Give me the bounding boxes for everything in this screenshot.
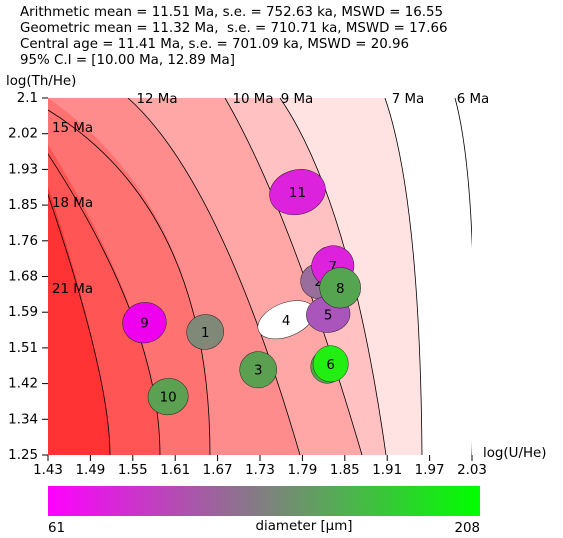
x-tick-label: 1.55 — [118, 463, 148, 478]
y-axis: 1.25 1.34 1.42 1.51 1.59 1.68 1.76 1.85 1.93 2.02… — [8, 91, 48, 463]
y-tick-label: 1.51 — [8, 341, 38, 356]
grain-label: 10 — [160, 391, 177, 406]
x-tick-label: 1.43 — [33, 463, 63, 478]
stats-line-arithmetic: Arithmetic mean = 11.51 Ma, s.e. = 752.6… — [20, 5, 444, 20]
y-tick-label: 1.25 — [8, 448, 38, 463]
colorbar — [48, 486, 480, 516]
x-tick-label: 1.49 — [75, 463, 105, 478]
isochron-bands — [48, 98, 472, 455]
y-tick-label: 1.68 — [8, 270, 38, 285]
grain-label: 8 — [336, 282, 345, 297]
isochron-lines — [48, 98, 472, 455]
grain-label: 9 — [140, 317, 149, 332]
isochron-band-21-ma — [48, 98, 110, 455]
grain-ellipse — [312, 345, 349, 383]
grain-ellipses: 12345667891011 — [122, 169, 361, 416]
grain-ellipse-shape — [147, 378, 189, 416]
colorbar-min-label: 61 — [48, 521, 65, 536]
isochron-label: 21 Ma — [52, 282, 93, 297]
isochron-label: 18 Ma — [52, 196, 93, 211]
x-tick-label: 1.67 — [203, 463, 233, 478]
y-tick-label: 1.42 — [8, 377, 38, 392]
isochron-label: 15 Ma — [52, 121, 93, 136]
stats-line-ci: 95% C.I = [10.00 Ma, 12.89 Ma] — [20, 53, 235, 68]
isochron-line-12-ma — [127, 98, 301, 455]
isochron-line-21-ma — [48, 193, 111, 455]
isochron-line-18-ma — [48, 153, 161, 455]
colorbar-label: diameter [μm] — [256, 519, 353, 534]
x-axis-label: log(U/He) — [483, 446, 546, 461]
x-tick-label: 1.91 — [372, 463, 402, 478]
isochron-label: 10 Ma — [232, 92, 273, 107]
grain-label: 3 — [254, 364, 263, 379]
grain-label: 4 — [282, 314, 291, 329]
isochron-line-7-ma — [384, 98, 423, 455]
grain-ellipse — [239, 351, 277, 389]
stats-line-central: Central age = 11.41 Ma, s.e. = 701.09 ka… — [20, 37, 410, 52]
y-tick-label: 1.34 — [8, 412, 38, 427]
x-tick-label: 1.97 — [415, 463, 445, 478]
y-axis-label: log(Th/He) — [6, 74, 76, 89]
isochron-line-6-ma — [454, 98, 472, 455]
grain-ellipse — [319, 267, 361, 309]
grain-ellipse-shape — [312, 345, 349, 383]
grain-ellipse — [186, 314, 225, 350]
grain-ellipse — [122, 302, 167, 344]
grain-ellipse — [147, 378, 189, 416]
grain-label: 5 — [324, 308, 333, 323]
y-tick-label: 2.1 — [17, 91, 38, 106]
isochron-line-9-ma — [279, 98, 387, 455]
grain-label: 1 — [201, 326, 210, 341]
grain-ellipse-shape — [186, 314, 225, 350]
y-tick-label: 1.59 — [8, 305, 38, 320]
grain-ellipse-shape — [122, 302, 167, 344]
x-tick-label: 2.03 — [457, 463, 487, 478]
isochron-label: 6 Ma — [457, 92, 490, 107]
y-tick-label: 2.02 — [8, 127, 38, 142]
x-tick-label: 1.79 — [287, 463, 317, 478]
grain-ellipse-shape — [269, 169, 326, 216]
grain-ellipse-shape — [319, 267, 361, 309]
y-tick-label: 1.76 — [8, 234, 38, 249]
isochron-label: 7 Ma — [392, 92, 425, 107]
isochron-labels: 21 Ma 18 Ma 15 Ma 12 Ma 10 Ma 9 Ma 7 Ma 6 Ma — [52, 92, 489, 297]
stats-line-geometric: Geometric mean = 11.32 Ma, s.e. = 710.71… — [20, 21, 448, 36]
x-tick-label: 1.73 — [245, 463, 275, 478]
x-tick-label: 1.85 — [330, 463, 360, 478]
grain-ellipse-shape — [239, 351, 277, 389]
grain-ellipse — [269, 169, 326, 216]
isochron-label: 9 Ma — [281, 92, 314, 107]
grain-label: 11 — [289, 186, 306, 201]
colorbar-max-label: 208 — [454, 521, 480, 536]
isochron-line-10-ma — [224, 98, 363, 455]
grain-label: 2 — [314, 275, 323, 290]
x-tick-label: 1.61 — [160, 463, 190, 478]
x-axis: 1.43 1.49 1.55 1.61 1.67 1.73 1.79 1.85 1.91 1.97… — [33, 455, 487, 478]
grain-label: 7 — [329, 260, 338, 275]
isochron-line-15-ma — [48, 109, 211, 455]
isochron-label: 12 Ma — [136, 92, 177, 107]
y-tick-label: 1.85 — [8, 198, 38, 213]
grain-label: 6 — [326, 358, 335, 373]
y-tick-label: 1.93 — [8, 162, 38, 177]
